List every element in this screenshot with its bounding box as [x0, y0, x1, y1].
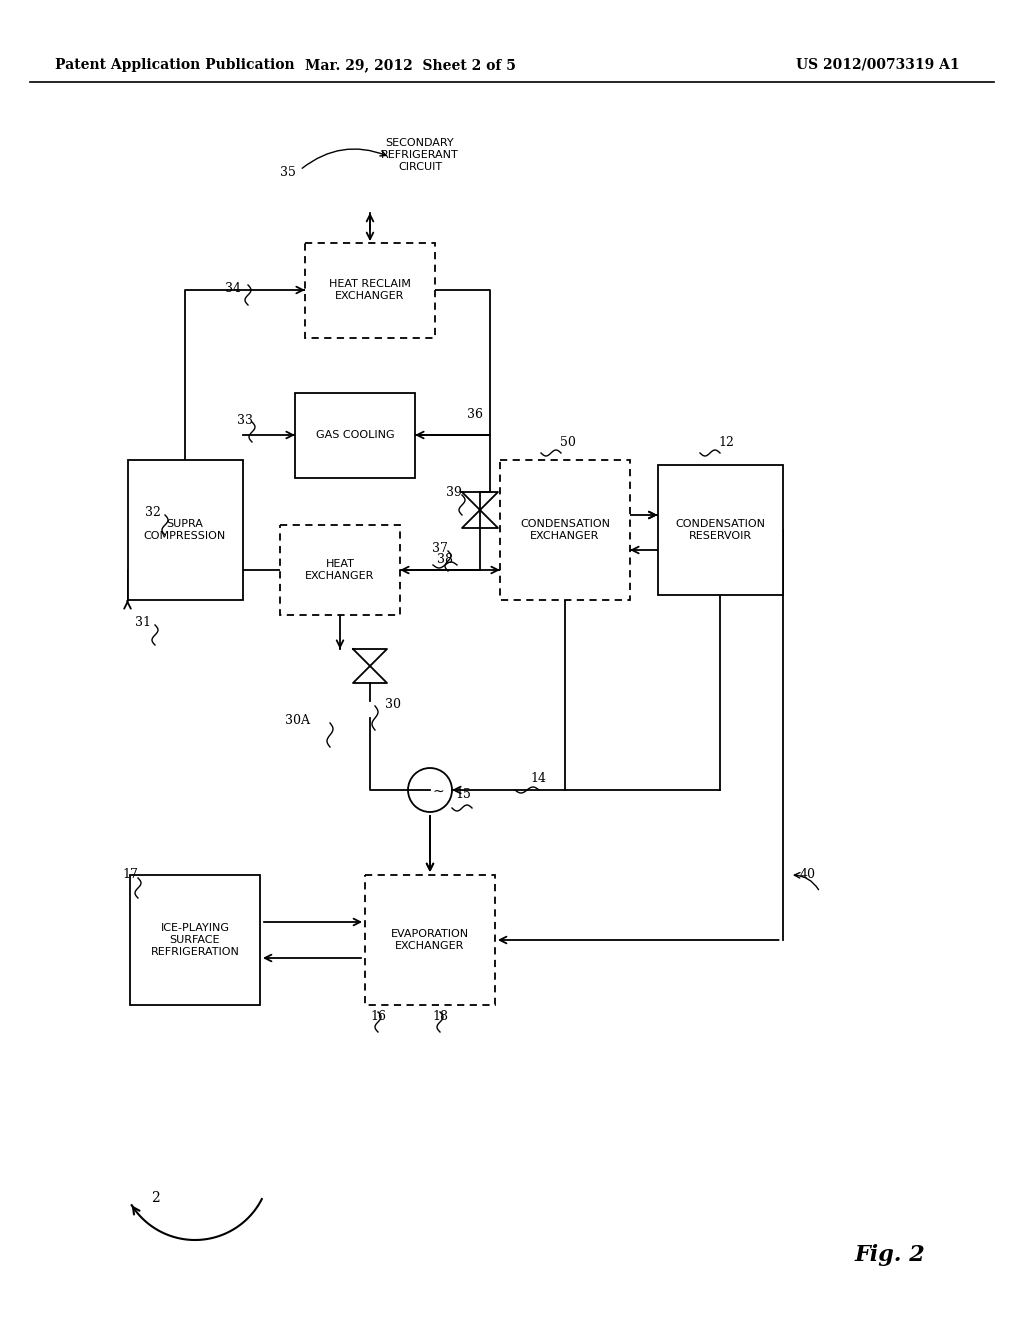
- Bar: [128, 459, 243, 601]
- Text: HEAT RECLAIM
EXCHANGER: HEAT RECLAIM EXCHANGER: [329, 280, 411, 301]
- Text: 18: 18: [432, 1010, 449, 1023]
- Text: EVAPORATION
EXCHANGER: EVAPORATION EXCHANGER: [391, 929, 469, 950]
- Text: ICE-PLAYING
SURFACE
REFRIGERATION: ICE-PLAYING SURFACE REFRIGERATION: [151, 924, 240, 957]
- Text: 37: 37: [432, 541, 449, 554]
- Text: SECONDARY
REFRIGERANT
CIRCUIT: SECONDARY REFRIGERANT CIRCUIT: [381, 139, 459, 172]
- Text: HEAT
EXCHANGER: HEAT EXCHANGER: [305, 560, 375, 581]
- Text: 2: 2: [151, 1191, 160, 1205]
- Text: 38: 38: [437, 553, 453, 566]
- Text: 12: 12: [718, 437, 734, 450]
- Text: 39: 39: [446, 486, 462, 499]
- Text: 15: 15: [455, 788, 471, 801]
- Text: 14: 14: [530, 771, 546, 784]
- Text: 30: 30: [385, 698, 401, 711]
- Text: 34: 34: [225, 281, 241, 294]
- Bar: [365, 875, 495, 1005]
- Text: 16: 16: [370, 1010, 386, 1023]
- Bar: [657, 465, 782, 595]
- Bar: [305, 243, 435, 338]
- Text: 33: 33: [237, 413, 253, 426]
- Bar: [130, 875, 260, 1005]
- Text: 50: 50: [560, 437, 575, 450]
- Text: 35: 35: [280, 165, 296, 178]
- Text: CONDENSATION
RESERVOIR: CONDENSATION RESERVOIR: [675, 519, 765, 541]
- Text: Patent Application Publication: Patent Application Publication: [55, 58, 295, 73]
- Text: GAS COOLING: GAS COOLING: [315, 430, 394, 440]
- Bar: [500, 459, 630, 601]
- Text: 31: 31: [135, 615, 151, 628]
- Text: Fig. 2: Fig. 2: [855, 1243, 926, 1266]
- Bar: [280, 525, 400, 615]
- Text: CONDENSATION
EXCHANGER: CONDENSATION EXCHANGER: [520, 519, 610, 541]
- Text: US 2012/0073319 A1: US 2012/0073319 A1: [797, 58, 961, 73]
- Text: SUPRA
COMPRESSION: SUPRA COMPRESSION: [144, 519, 226, 541]
- Text: Mar. 29, 2012  Sheet 2 of 5: Mar. 29, 2012 Sheet 2 of 5: [304, 58, 515, 73]
- Text: 17: 17: [122, 869, 138, 882]
- Text: ~: ~: [432, 785, 443, 799]
- Text: 32: 32: [145, 506, 161, 519]
- Text: 40: 40: [800, 869, 816, 882]
- Bar: [295, 392, 415, 478]
- Text: 36: 36: [467, 408, 483, 421]
- Text: 30A: 30A: [285, 714, 310, 726]
